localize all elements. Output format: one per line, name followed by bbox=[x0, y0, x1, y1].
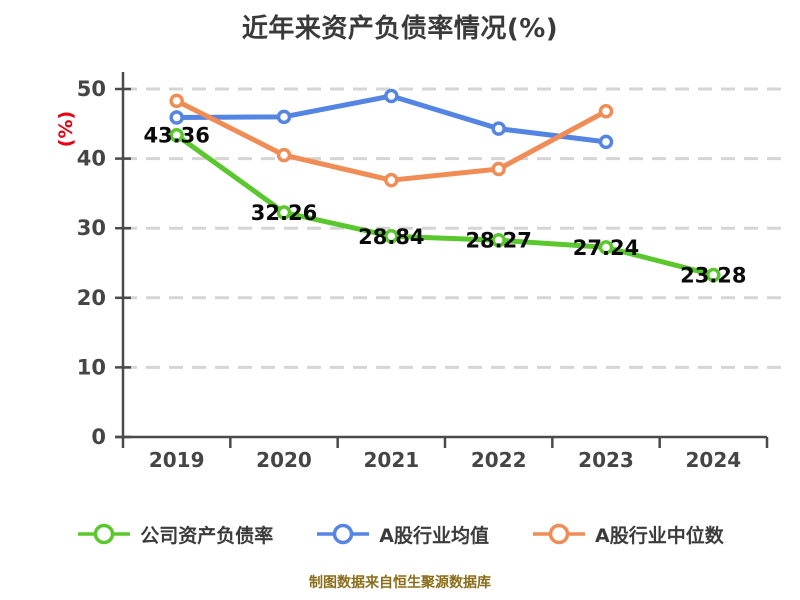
data-point-label: 43.36 bbox=[143, 124, 209, 148]
data-point-label: 28.84 bbox=[358, 225, 424, 249]
x-tick-label: 2019 bbox=[149, 448, 205, 472]
x-tick-label: 2024 bbox=[685, 448, 741, 472]
data-point-marker bbox=[384, 229, 399, 244]
legend-item-industry-average[interactable]: A股行业均值 bbox=[315, 519, 489, 549]
legend-marker-industry-average-icon bbox=[317, 523, 370, 545]
data-point-marker bbox=[276, 205, 292, 220]
chart-legend: 公司资产负债率 A股行业均值 A股行业中位数 bbox=[0, 519, 800, 549]
series-line bbox=[174, 132, 716, 278]
data-point-marker bbox=[384, 88, 399, 104]
legend-item-industry-median[interactable]: A股行业中位数 bbox=[531, 519, 724, 549]
data-point-marker bbox=[491, 232, 506, 248]
data-point-marker bbox=[384, 172, 399, 188]
data-point-marker bbox=[276, 147, 292, 163]
legend-marker-industry-median-icon bbox=[533, 523, 585, 545]
data-source-note: 制图数据来自恒生聚源数据库 bbox=[309, 575, 491, 591]
data-point-marker bbox=[169, 110, 184, 125]
x-tick-label: 2020 bbox=[256, 448, 312, 472]
y-tick-label: 20 bbox=[77, 286, 106, 310]
data-point-label: 27.24 bbox=[573, 236, 639, 260]
x-tick-label: 2023 bbox=[578, 448, 634, 472]
data-point-label: 23.28 bbox=[680, 263, 746, 287]
legend-marker-company-icon bbox=[78, 523, 131, 545]
y-tick-label: 30 bbox=[77, 216, 106, 240]
legend-label-industry-average: A股行业均值 bbox=[379, 524, 489, 547]
x-tick-label: 2021 bbox=[363, 448, 419, 472]
data-point-label: 28.27 bbox=[465, 229, 531, 253]
y-tick-label: 40 bbox=[77, 147, 106, 171]
x-tick-label: 2022 bbox=[471, 448, 527, 472]
chart-title: 近年来资产负债率情况(%) bbox=[241, 14, 559, 44]
legend-label-company: 公司资产负债率 bbox=[140, 524, 274, 547]
data-point-marker bbox=[598, 134, 614, 150]
data-point-label: 32.26 bbox=[251, 201, 317, 225]
legend-label-industry-median: A股行业中位数 bbox=[595, 524, 724, 547]
y-tick-label: 50 bbox=[77, 77, 106, 101]
y-tick-label: 0 bbox=[91, 425, 106, 449]
series-line bbox=[174, 98, 609, 183]
data-point-marker bbox=[706, 267, 721, 283]
data-point-marker bbox=[276, 109, 292, 125]
data-point-marker bbox=[169, 127, 184, 143]
data-point-marker bbox=[598, 104, 614, 119]
legend-item-company[interactable]: 公司资产负债率 bbox=[76, 519, 273, 549]
data-point-marker bbox=[491, 121, 506, 136]
data-point-marker bbox=[491, 161, 506, 177]
data-point-marker bbox=[169, 93, 184, 109]
data-point-marker bbox=[598, 240, 614, 255]
y-tick-label: 10 bbox=[77, 355, 106, 379]
